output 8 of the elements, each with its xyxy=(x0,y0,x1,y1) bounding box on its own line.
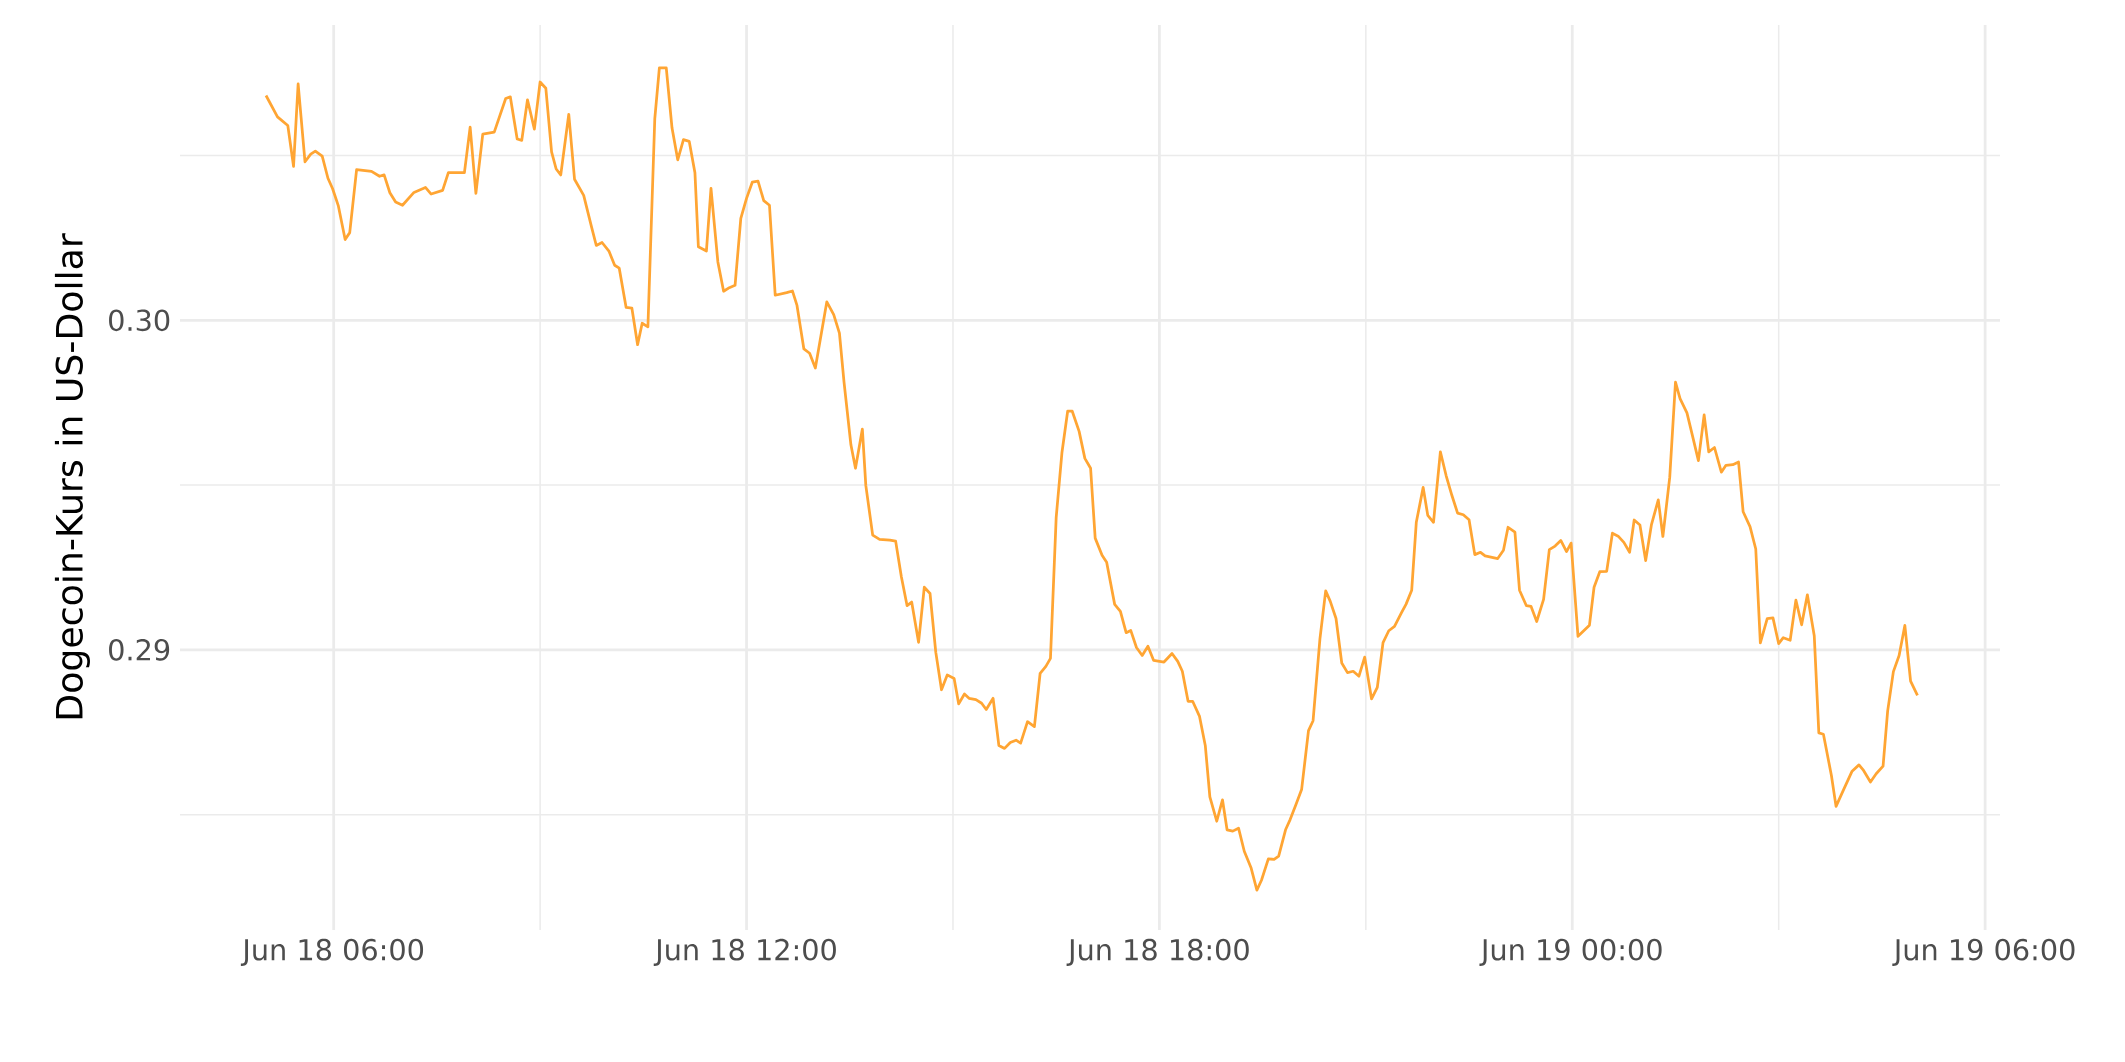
y-axis-title: Dogecoin-Kurs in US-Dollar xyxy=(54,232,90,718)
y-tick-label: 0.30 xyxy=(109,309,170,331)
y-tick-label: 0.29 xyxy=(109,638,170,661)
x-tick-label: Jun 19 06:00 xyxy=(1892,938,2075,966)
x-tick-label: Jun 18 06:00 xyxy=(240,938,424,966)
x-tick-label: Jun 18 18:00 xyxy=(1066,938,1249,966)
x-tick-label: Jun 18 12:00 xyxy=(653,938,836,966)
x-tick-label: Jun 19 00:00 xyxy=(1479,938,1662,966)
